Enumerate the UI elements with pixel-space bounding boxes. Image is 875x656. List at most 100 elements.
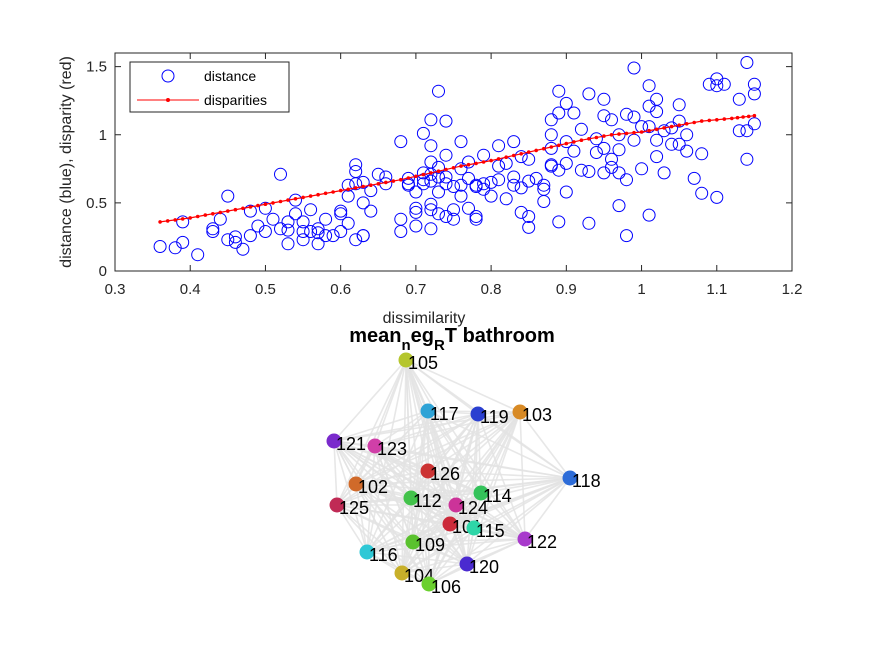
distance-point xyxy=(620,229,633,243)
distance-point xyxy=(597,92,611,106)
distance-point xyxy=(356,175,370,189)
network-edge xyxy=(366,410,429,553)
distance-point xyxy=(732,124,746,138)
distance-point xyxy=(747,77,761,91)
distance-point xyxy=(462,155,475,169)
y-tick-label: 0 xyxy=(99,263,107,280)
distance-point xyxy=(274,167,287,181)
distance-point xyxy=(439,148,453,162)
network-edge xyxy=(405,359,521,413)
network-node: 112 xyxy=(403,490,442,511)
distance-point xyxy=(492,159,506,173)
node-marker xyxy=(421,576,437,592)
disparities-point xyxy=(692,120,696,125)
distance-point xyxy=(552,84,566,98)
legend-box xyxy=(129,61,290,113)
distance-point xyxy=(522,152,536,166)
distance-point xyxy=(281,237,295,251)
distance-point xyxy=(747,117,761,131)
distance-point xyxy=(605,113,618,127)
network-edge xyxy=(355,483,430,585)
y-axis-label: distance (blue), disparity (red) xyxy=(58,56,75,268)
network-edge xyxy=(401,527,475,574)
distance-point xyxy=(559,156,573,170)
x-tick-label: 0.3 xyxy=(105,281,126,298)
distance-point xyxy=(454,135,468,149)
distance-point xyxy=(627,133,641,147)
distance-point xyxy=(710,79,724,93)
disparities-point xyxy=(414,174,418,179)
disparities-point xyxy=(746,114,751,119)
network-edge xyxy=(455,504,526,540)
node-marker xyxy=(512,404,528,420)
distance-point xyxy=(281,223,295,237)
distance-point xyxy=(296,225,310,238)
distance-point xyxy=(597,141,611,155)
disparities-point xyxy=(301,195,305,200)
distance-point xyxy=(356,229,370,243)
disparities-point xyxy=(557,143,561,148)
distance-point xyxy=(447,180,460,193)
distance-point xyxy=(544,128,558,142)
x-tick-label: 0.9 xyxy=(556,281,577,298)
network-edge xyxy=(366,551,468,565)
network-edge xyxy=(401,497,412,574)
disparities-point xyxy=(316,192,320,197)
distance-point xyxy=(642,79,656,93)
distance-point xyxy=(740,56,754,69)
network-edge xyxy=(333,410,429,442)
distance-point xyxy=(469,212,483,226)
distance-point xyxy=(499,192,513,206)
distance-point xyxy=(710,190,724,204)
disparities-point xyxy=(436,169,441,173)
distance-point xyxy=(507,135,521,149)
node-label: 106 xyxy=(431,577,461,597)
distance-point xyxy=(221,233,235,247)
network-node: 115 xyxy=(466,520,505,541)
distance-point xyxy=(492,173,506,187)
distance-point xyxy=(341,216,355,230)
distance-point xyxy=(424,222,438,236)
distance-point xyxy=(394,225,408,238)
disparities-point xyxy=(173,218,177,222)
distance-point xyxy=(552,106,566,120)
network-edge xyxy=(355,477,571,485)
distance-point xyxy=(477,182,491,196)
disparities-point xyxy=(406,176,411,180)
distance-point xyxy=(394,135,408,149)
distance-point xyxy=(296,215,310,229)
distance-point xyxy=(424,197,438,211)
disparities-point xyxy=(248,205,253,209)
distance-point xyxy=(695,186,709,200)
network-edge xyxy=(473,527,526,540)
network-edge xyxy=(374,445,403,574)
distance-point xyxy=(514,150,528,164)
network-edge xyxy=(355,483,368,553)
network-edge xyxy=(374,445,571,479)
y-tick-label: 1 xyxy=(99,127,107,144)
disparities-point xyxy=(180,217,185,221)
disparities-point xyxy=(489,158,493,163)
network-node: 122 xyxy=(517,531,557,552)
disparities-point xyxy=(369,183,373,187)
network-edge xyxy=(412,541,468,565)
node-marker xyxy=(405,534,421,550)
distance-point xyxy=(657,124,671,138)
x-tick-label: 0.7 xyxy=(405,281,426,298)
network-edge xyxy=(401,523,451,574)
network-edge xyxy=(336,504,403,574)
distance-point xyxy=(439,177,453,191)
distance-point xyxy=(582,216,596,230)
distance-point xyxy=(552,215,566,229)
distance-point xyxy=(424,113,438,127)
distance-point xyxy=(657,166,671,180)
distance-point xyxy=(356,196,370,210)
distance-point xyxy=(492,139,506,153)
x-tick-label: 0.8 xyxy=(481,281,502,298)
distance-point xyxy=(258,225,272,238)
network-edge xyxy=(405,359,429,472)
distance-point xyxy=(401,171,415,185)
node-marker xyxy=(367,438,383,454)
distance-point xyxy=(747,87,761,101)
distance-point xyxy=(507,178,521,192)
